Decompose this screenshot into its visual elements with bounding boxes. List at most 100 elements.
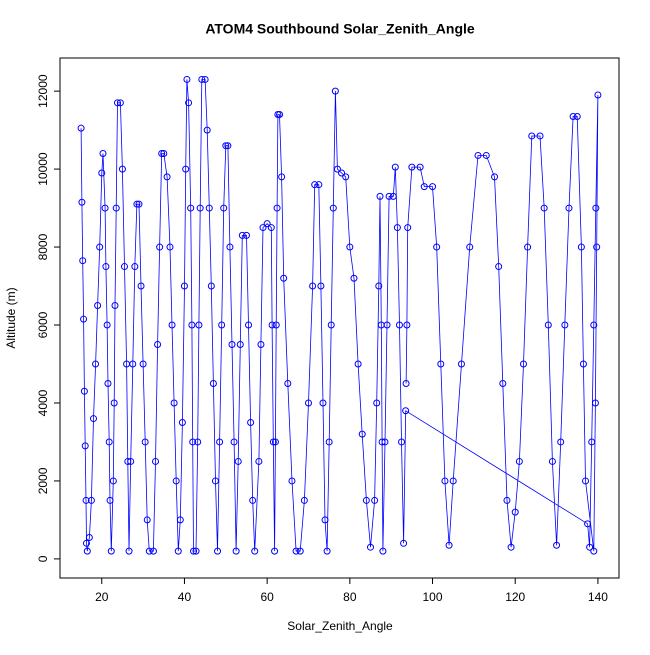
data-point: [321, 516, 329, 524]
data-point: [385, 192, 393, 200]
data-point: [78, 198, 86, 206]
y-tick-label: 10000: [36, 152, 50, 186]
data-point: [158, 150, 166, 158]
y-tick-label: 2000: [36, 467, 50, 494]
data-point: [82, 539, 90, 547]
data-point: [540, 204, 548, 212]
data-point: [255, 457, 263, 465]
data-point: [190, 547, 198, 555]
y-tick-label: 8000: [36, 233, 50, 260]
data-point: [358, 430, 366, 438]
data-point: [211, 477, 219, 485]
data-point: [94, 302, 102, 310]
data-point: [584, 520, 592, 528]
data-point: [519, 360, 527, 368]
data-point: [224, 142, 232, 150]
y-tick-label: 12000: [36, 74, 50, 108]
data-point: [82, 496, 90, 504]
data-point: [110, 399, 118, 407]
data-point: [362, 496, 370, 504]
x-tick-label: 80: [343, 590, 357, 604]
data-point: [319, 399, 327, 407]
data-point: [373, 399, 381, 407]
data-point: [145, 547, 153, 555]
data-point: [249, 496, 257, 504]
data-point: [166, 243, 174, 251]
data-point: [245, 321, 253, 329]
data-point: [354, 360, 362, 368]
y-tick-label: 0: [36, 555, 50, 562]
data-point: [107, 547, 115, 555]
data-point: [273, 204, 281, 212]
data-point: [482, 151, 490, 159]
data-point: [495, 263, 503, 271]
data-point: [592, 204, 600, 212]
data-point: [296, 547, 304, 555]
data-point: [214, 547, 222, 555]
data-point: [236, 341, 244, 349]
data-point: [183, 75, 191, 83]
data-point: [180, 282, 188, 290]
data-point: [232, 547, 240, 555]
data-point: [196, 204, 204, 212]
data-point: [350, 274, 358, 282]
data-point: [81, 442, 89, 450]
data-point: [503, 496, 511, 504]
data-point: [205, 204, 213, 212]
data-point: [118, 165, 126, 173]
x-tick-label: 100: [423, 590, 443, 604]
data-point: [79, 257, 87, 265]
data-point: [499, 379, 507, 387]
data-point: [342, 173, 350, 181]
data-point: [222, 142, 230, 150]
data-point: [133, 200, 141, 208]
data-point: [278, 173, 286, 181]
data-point: [524, 243, 532, 251]
data-point: [92, 360, 100, 368]
data-point: [121, 263, 128, 271]
data-point: [338, 169, 346, 177]
data-point: [201, 75, 209, 83]
data-point: [582, 477, 590, 485]
data-point: [433, 243, 441, 251]
data-point: [590, 321, 598, 329]
data-point: [402, 407, 410, 415]
data-point: [96, 243, 104, 251]
data-point: [573, 112, 581, 120]
data-point: [276, 111, 284, 119]
data-point: [511, 508, 519, 516]
data-point: [391, 163, 399, 171]
data-point: [174, 547, 182, 555]
data-point: [557, 438, 565, 446]
data-point: [127, 457, 135, 465]
data-point: [327, 321, 335, 329]
data-point: [207, 282, 215, 290]
data-point: [398, 438, 406, 446]
data-point: [325, 438, 333, 446]
data-point: [242, 231, 250, 239]
data-point: [104, 379, 112, 387]
data-point: [304, 399, 312, 407]
data-point: [182, 165, 190, 173]
data-point: [125, 547, 133, 555]
data-point: [402, 379, 410, 387]
data-point: [116, 99, 124, 107]
data-point: [230, 438, 238, 446]
data-point: [376, 192, 384, 200]
data-point: [317, 282, 325, 290]
x-tick-label: 140: [588, 590, 608, 604]
data-point: [588, 438, 596, 446]
data-point: [437, 360, 445, 368]
data-point: [577, 243, 585, 251]
data-point: [400, 539, 408, 547]
data-point: [80, 387, 88, 395]
data-point: [178, 418, 186, 426]
data-point: [383, 321, 391, 329]
data-point: [238, 231, 246, 239]
x-tick-label: 40: [178, 590, 192, 604]
data-point: [149, 547, 157, 555]
data-point: [565, 204, 573, 212]
data-point: [257, 341, 265, 349]
x-tick-label: 60: [260, 590, 274, 604]
